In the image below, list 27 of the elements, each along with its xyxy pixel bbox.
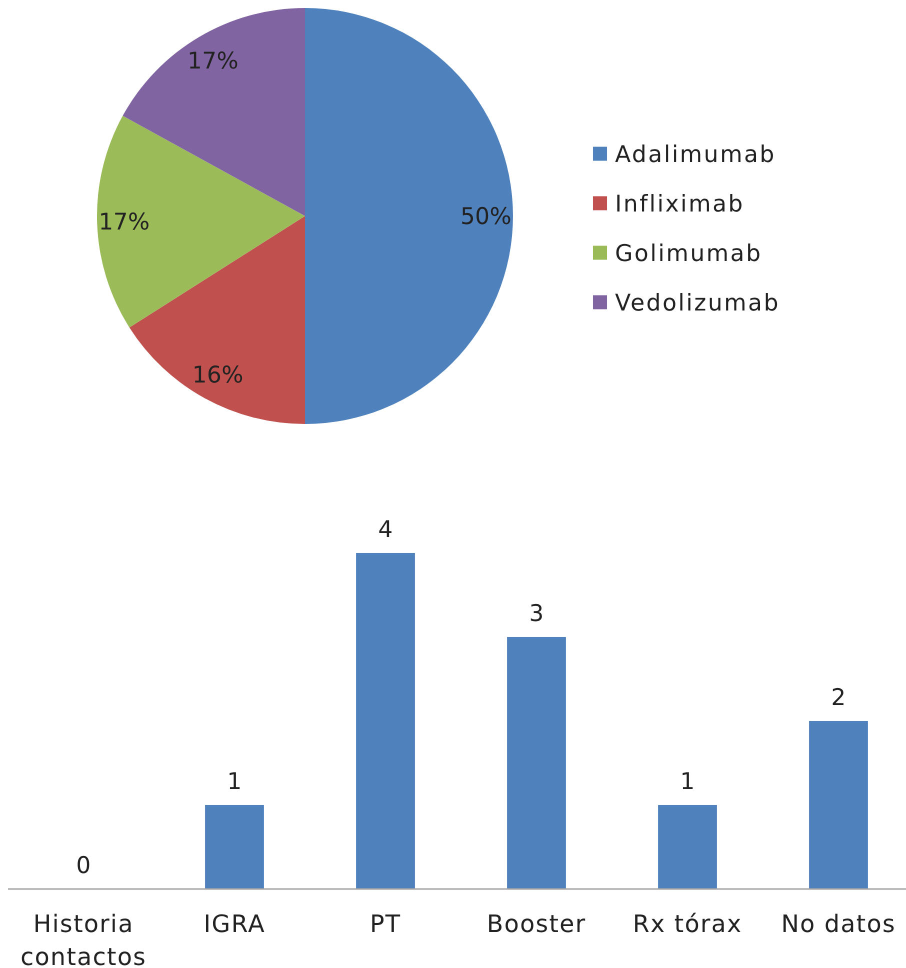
- data-label: 3: [529, 601, 544, 627]
- data-label: 17%: [187, 48, 238, 74]
- x-tick-label: No datos: [781, 910, 896, 938]
- data-label: 17%: [98, 210, 150, 236]
- x-tick-label: IGRA: [204, 910, 266, 938]
- data-label: 1: [680, 769, 695, 795]
- data-label: 1: [227, 769, 242, 795]
- legend-label: Infliximab: [615, 192, 744, 218]
- data-label: 2: [831, 685, 846, 711]
- bar: [809, 721, 868, 889]
- x-tick-label: Rx tórax: [632, 910, 742, 938]
- pie-slice: [305, 8, 513, 424]
- x-tick-label: Booster: [486, 910, 586, 938]
- x-tick-label: PT: [370, 910, 402, 938]
- bar: [205, 805, 264, 889]
- bar: [658, 805, 717, 889]
- data-label: 4: [378, 517, 393, 543]
- pie-slice: [97, 116, 305, 328]
- x-tick-label: Historia contactos: [20, 910, 146, 968]
- bar: [507, 637, 566, 889]
- legend-label: Vedolizumab: [615, 290, 780, 317]
- legend-label: Golimumab: [615, 241, 762, 268]
- data-label: 50%: [460, 204, 512, 230]
- bar: [356, 553, 415, 889]
- data-label: 0: [76, 853, 91, 879]
- legend-label: Adalimumab: [615, 142, 776, 168]
- data-label: 16%: [192, 362, 244, 389]
